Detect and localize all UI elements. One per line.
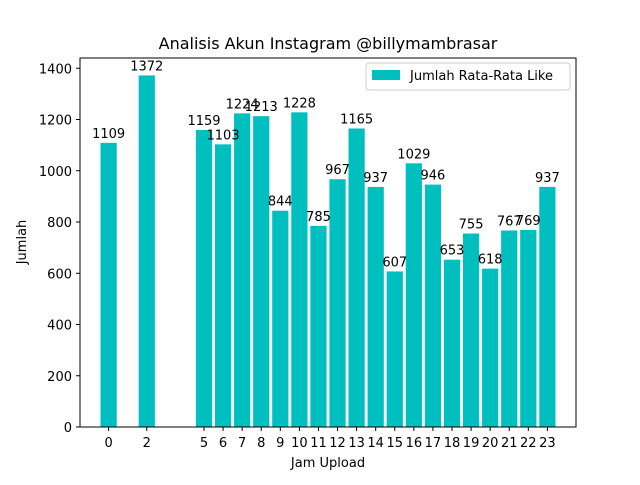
x-tick-label: 0 (104, 436, 112, 451)
bar-value-label: 769 (516, 214, 541, 229)
legend-swatch (372, 70, 400, 80)
bar-value-label: 1103 (207, 128, 240, 143)
y-tick-label: 600 (47, 267, 72, 282)
x-axis-title: Jam Upload (290, 456, 365, 471)
x-tick-label: 7 (238, 436, 246, 451)
x-tick-label: 18 (444, 436, 461, 451)
x-tick-label: 11 (310, 436, 327, 451)
y-axis: 0 200 400 600 800 1000 1200 1400 (39, 62, 80, 436)
legend-frame (365, 62, 571, 91)
bar-hour-14 (367, 186, 384, 427)
bar-value-label: 1224 (226, 97, 259, 112)
bar-hour-23 (539, 186, 556, 427)
bar-value-label: 755 (459, 218, 484, 233)
bar-hour-5 (195, 130, 213, 427)
bar-value-label: 767 (497, 214, 522, 229)
bar-hour-9 (272, 210, 289, 427)
bar-value-label: 937 (535, 171, 560, 186)
x-tick-label: 16 (406, 436, 423, 451)
x-tick-label: 2 (143, 436, 151, 451)
x-tick-label: 21 (501, 436, 518, 451)
bar-hour-10 (291, 112, 308, 427)
y-tick-label: 0 (64, 421, 72, 436)
y-tick-label: 1400 (39, 62, 72, 77)
bar-value-label: 946 (421, 169, 446, 184)
x-tick-label: 6 (219, 436, 227, 451)
bar-value-label: 607 (382, 255, 407, 270)
bar-value-label: 1213 (245, 100, 278, 115)
x-tick-label: 13 (348, 436, 365, 451)
bar-value-label: 1159 (187, 114, 220, 129)
bar-hour-7 (234, 113, 251, 427)
x-tick-label: 15 (386, 436, 403, 451)
bar-value-label: 1228 (283, 96, 316, 111)
x-tick-label: 17 (425, 436, 442, 451)
bar-hour-22 (520, 229, 537, 427)
bar-value-label: 785 (306, 210, 331, 225)
x-tick-label: 8 (257, 436, 265, 451)
x-tick-label: 19 (463, 436, 480, 451)
x-tick-label: 12 (329, 436, 346, 451)
bar-value-label: 937 (363, 171, 388, 186)
x-tick-label: 9 (276, 436, 284, 451)
bar-hour-8 (253, 116, 270, 427)
y-axis-title: Jumlah (15, 220, 30, 266)
legend-label: Jumlah Rata-Rata Like (409, 69, 553, 84)
chart-title: Analisis Akun Instagram @billymambrasar (159, 34, 498, 53)
axes-frame (79, 57, 577, 428)
y-tick-label: 800 (47, 216, 72, 231)
bar-hour-13 (348, 128, 365, 427)
bar-value-label: 1109 (92, 127, 125, 142)
bar-hour-16 (405, 163, 422, 427)
x-tick-label: 10 (291, 436, 308, 451)
bar-hour-0 (100, 142, 117, 427)
y-tick-label: 200 (47, 370, 72, 385)
y-tick-label: 400 (47, 319, 72, 334)
bar-hour-19 (462, 233, 480, 427)
x-tick-label: 20 (482, 436, 499, 451)
x-tick-label: 23 (539, 436, 556, 451)
bar-hour-21 (501, 230, 518, 427)
bar-value-label: 1165 (340, 112, 373, 127)
bar-hour-6 (214, 144, 232, 427)
bar-hour-18 (443, 259, 461, 427)
bar-value-label: 967 (325, 163, 350, 178)
legend: Jumlah Rata-Rata Like (365, 62, 571, 91)
bar-value-label: 1372 (130, 59, 163, 74)
bar-value-label: 1029 (397, 147, 430, 162)
x-axis: 0 2 5 6 7 8 9 10 11 12 13 14 15 16 17 18 19 20 21 22 23 (104, 427, 556, 451)
x-tick-label: 22 (520, 436, 537, 451)
bars-layer (100, 75, 556, 428)
y-tick-label: 1000 (39, 165, 72, 180)
bar-hour-17 (424, 184, 442, 427)
bar-hour-20 (482, 268, 499, 427)
bar-value-label: 618 (478, 253, 503, 268)
bar-hour-15 (386, 271, 403, 427)
bar-value-label: 653 (440, 244, 465, 259)
y-tick-label: 1200 (39, 114, 72, 129)
bar-hour-11 (310, 225, 327, 427)
bar-hour-12 (329, 179, 346, 427)
bar-hour-2 (138, 75, 155, 428)
x-tick-label: 5 (200, 436, 208, 451)
bar-value-label: 844 (268, 195, 293, 210)
x-tick-label: 14 (367, 436, 384, 451)
